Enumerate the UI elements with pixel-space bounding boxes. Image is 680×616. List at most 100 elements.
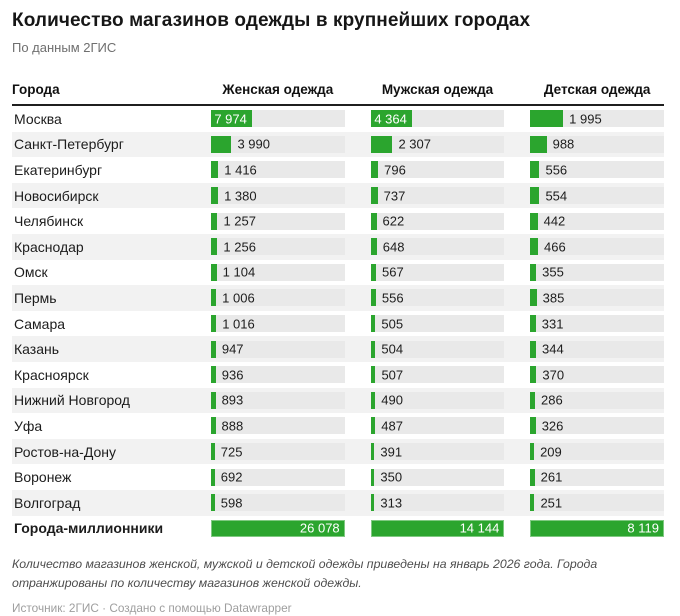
bar-cell-men: 2 307 xyxy=(370,135,505,153)
city-name: Нижний Новгород xyxy=(14,392,130,409)
bar-women[interactable] xyxy=(211,289,217,307)
bar-kids[interactable] xyxy=(530,315,536,333)
bar-women[interactable] xyxy=(211,417,216,435)
bar-kids[interactable] xyxy=(530,340,536,358)
bar-value: 1 995 xyxy=(569,111,602,127)
bar-value: 1 006 xyxy=(222,290,255,306)
bar-cell-men: 4 364 xyxy=(370,110,505,128)
bar-kids[interactable] xyxy=(530,135,547,153)
bar-value: 988 xyxy=(552,136,575,152)
bar-cell-men: 796 xyxy=(370,161,505,179)
city-name: Пермь xyxy=(14,289,57,306)
bar-cell-men: 14 144 xyxy=(370,519,505,537)
bar-track: 355 xyxy=(530,263,664,281)
bar-value: 370 xyxy=(542,367,565,383)
bar-men[interactable] xyxy=(370,187,378,205)
bar-track: 391 xyxy=(370,443,505,461)
bar-women[interactable] xyxy=(211,212,218,230)
bar-track: 350 xyxy=(370,468,505,486)
bar-women[interactable] xyxy=(211,238,218,256)
bar-value: 261 xyxy=(540,469,563,485)
bar-cell-men: 622 xyxy=(370,212,505,230)
bar-women[interactable] xyxy=(211,468,215,486)
bar-men[interactable] xyxy=(370,417,376,435)
bar-value: 331 xyxy=(541,316,564,332)
bar-women[interactable] xyxy=(211,135,232,153)
bar-women[interactable] xyxy=(211,161,219,179)
bar-men[interactable] xyxy=(370,494,375,512)
bar-men[interactable] xyxy=(370,212,377,230)
bar-kids[interactable] xyxy=(530,289,537,307)
bar-kids[interactable] xyxy=(530,263,537,281)
table-row: Волгоград 598 313 251 xyxy=(12,489,664,516)
bar-kids[interactable] xyxy=(530,187,540,205)
bar-men[interactable] xyxy=(370,263,376,281)
bar-track: 692 xyxy=(211,468,345,486)
bar-cell-kids: 370 xyxy=(530,366,664,384)
bar-track: 505 xyxy=(370,315,505,333)
bar-cell-women: 7 974 xyxy=(211,110,345,128)
bar-cell-kids: 554 xyxy=(530,187,664,205)
bar-track: 936 xyxy=(211,366,345,384)
bar-track: 1 380 xyxy=(211,187,345,205)
bar-kids[interactable] xyxy=(530,366,537,384)
bar-value: 1 016 xyxy=(222,316,255,332)
bar-kids[interactable] xyxy=(530,212,538,230)
bar-cell-men: 487 xyxy=(370,417,505,435)
bar-track: 442 xyxy=(530,212,664,230)
bar-value: 556 xyxy=(381,290,404,306)
bar-men[interactable] xyxy=(370,366,376,384)
bar-cell-men: 737 xyxy=(370,187,505,205)
bar-kids[interactable] xyxy=(530,417,536,435)
bar-kids[interactable] xyxy=(530,238,538,256)
bar-value: 598 xyxy=(220,495,243,511)
bar-track: 1 995 xyxy=(530,110,664,128)
bar-men[interactable] xyxy=(370,135,393,153)
bar-track: 487 xyxy=(370,417,505,435)
bar-women[interactable] xyxy=(211,187,219,205)
bar-women[interactable] xyxy=(211,391,216,409)
bar-track: 326 xyxy=(530,417,664,435)
bar-men[interactable] xyxy=(370,315,376,333)
column-header-cities[interactable]: Города xyxy=(12,82,60,97)
bar-women[interactable]: 26 078 xyxy=(211,519,345,537)
bar-value: 936 xyxy=(221,367,244,383)
bar-men[interactable] xyxy=(370,289,376,307)
bar-kids[interactable] xyxy=(530,443,535,461)
bar-value: 385 xyxy=(542,290,565,306)
bar-women[interactable] xyxy=(211,340,216,358)
bar-track: 2 307 xyxy=(370,135,505,153)
table-body: Москва 7 974 4 364 1 995 Санкт-Петербург 3 99… xyxy=(12,106,664,541)
bar-men[interactable] xyxy=(370,443,375,461)
column-header-women[interactable]: Женская одежда xyxy=(222,82,334,97)
bar-men[interactable] xyxy=(370,391,376,409)
bar-women[interactable]: 7 974 xyxy=(211,110,252,128)
bar-kids[interactable] xyxy=(530,391,536,409)
footnote: Количество магазинов женской, мужской и … xyxy=(12,557,598,590)
bar-kids[interactable] xyxy=(530,110,564,128)
bar-men[interactable] xyxy=(370,238,377,256)
bar-women[interactable] xyxy=(211,494,215,512)
bar-kids[interactable] xyxy=(530,468,535,486)
bar-men[interactable] xyxy=(370,161,379,179)
bar-cell-kids: 385 xyxy=(530,289,664,307)
column-header-men[interactable]: Мужская одежда xyxy=(381,82,494,97)
bar-track: 370 xyxy=(530,366,664,384)
bar-men[interactable] xyxy=(370,468,375,486)
bar-women[interactable] xyxy=(211,366,216,384)
bar-men[interactable]: 4 364 xyxy=(370,110,412,128)
bar-kids[interactable] xyxy=(530,161,540,179)
bar-kids[interactable]: 8 119 xyxy=(530,519,664,537)
bar-women[interactable] xyxy=(211,315,217,333)
bar-value: 507 xyxy=(381,367,404,383)
bar-men[interactable]: 14 144 xyxy=(370,519,505,537)
bar-cell-men: 507 xyxy=(370,366,505,384)
table-row: Челябинск 1 257 622 442 xyxy=(12,208,664,234)
bar-men[interactable] xyxy=(370,340,376,358)
column-header-kids[interactable]: Детская одежда xyxy=(543,82,651,97)
bar-kids[interactable] xyxy=(530,494,535,512)
city-name: Челябинск xyxy=(14,213,84,230)
bar-track: 251 xyxy=(530,494,664,512)
bar-women[interactable] xyxy=(211,263,217,281)
bar-women[interactable] xyxy=(211,443,215,461)
